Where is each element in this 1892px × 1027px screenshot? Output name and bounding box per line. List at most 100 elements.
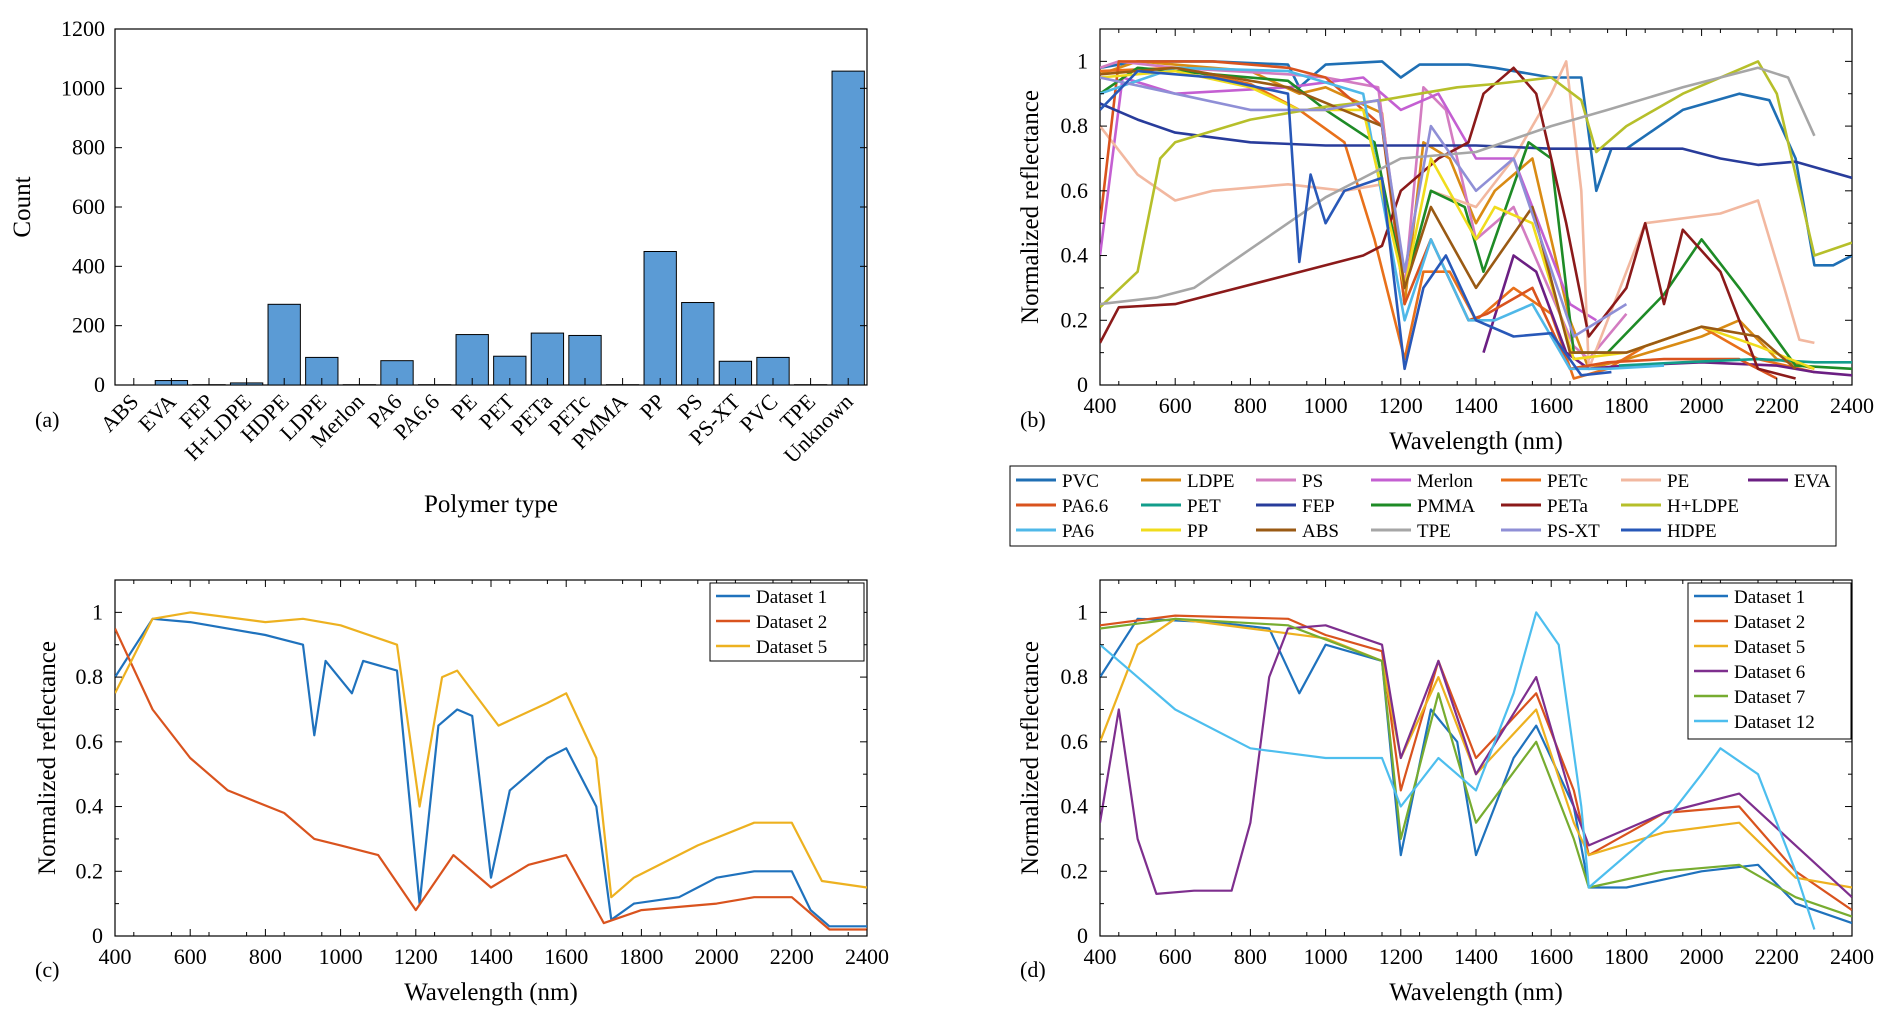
series-line-pet [1618,357,1852,367]
series-line-tpe [1100,66,1816,306]
legend-label: Dataset 6 [1734,662,1805,683]
x-tick-label: 600 [174,944,207,969]
series-line-ldpe [1100,60,1815,371]
x-tick-label: 1800 [619,944,663,969]
panel-c-line-chart: 0 0.2 0.4 0.6 0.8 1 400 600 800 1000 1200 1400 1600… [34,579,889,1006]
y-tick-label: 0.4 [76,794,104,819]
panel-a-xlabel: Polymer type [424,491,558,518]
panel-d-y-ticks: 0 0.2 0.4 0.6 0.8 1 [1061,579,1852,948]
x-tick-label: 2200 [770,944,814,969]
series-line-eva [1482,254,1852,377]
x-tick-label: 400 [1084,393,1117,418]
series-line-dataset-2 [1100,614,1852,912]
legend-label: LDPE [1187,471,1235,492]
y-tick-label: 0.2 [76,858,104,883]
x-tick-label: 2200 [1755,944,1799,969]
panel-b-x-ticks: 400 600 800 1000 1200 1400 1600 1800 2000 2200 240… [1084,29,1874,418]
panel-c-x-ticks: 400 600 800 1000 1200 1400 1600 1800 2000 2200 240… [99,580,889,969]
series-line-dataset-2 [115,628,867,931]
x-tick-label: 1000 [319,944,363,969]
x-tick-label: 1600 [1529,393,1573,418]
y-tick-label: 0.8 [1061,664,1089,689]
y-tick-label: 1 [92,599,103,624]
panel-d-x-ticks: 400 600 800 1000 1200 1400 1600 1800 2000 2200 240… [1084,580,1874,969]
x-tick-label: 2000 [1680,944,1724,969]
x-tick-label: 2400 [1830,393,1874,418]
y-tick-label: 0.8 [76,664,104,689]
panel-d-series-lines [1100,611,1852,930]
panel-a-bar-chart: 0 200 400 600 800 1000 1200 ABSEVAFEPH+LDPEHDP… [9,16,868,518]
legend-label: Dataset 2 [1734,612,1805,633]
legend-label: Dataset 7 [1734,687,1805,708]
series-line-h-ldpe [1100,60,1852,309]
x-tick-label: 1600 [1529,944,1573,969]
x-tick-label: 1400 [1454,944,1498,969]
x-tick-label: 2400 [1830,944,1874,969]
panel-d-ylabel: Normalized reflectance [1017,641,1044,875]
y-tick-label: 1 [1077,599,1088,624]
y-tick-label: 800 [72,135,105,160]
y-tick-label: 0.6 [1061,178,1089,203]
x-tick-label: EVA [133,389,181,437]
x-tick-label: 1200 [1379,393,1423,418]
bar-petc [568,334,602,386]
x-tick-label: PVC [735,389,783,437]
y-tick-label: 0 [1077,923,1088,948]
legend-label: PETc [1547,471,1588,492]
x-tick-label: 800 [249,944,282,969]
x-tick-label: 1800 [1604,393,1648,418]
legend-label: PS-XT [1547,521,1600,542]
legend-label: PA6.6 [1062,496,1108,517]
y-tick-label: 0.6 [76,729,104,754]
y-tick-label: 0 [1077,372,1088,397]
x-tick-label: 600 [1159,944,1192,969]
y-tick-label: 0.8 [1061,113,1089,138]
panel-d-legend: Dataset 1 Dataset 2 Dataset 5 Dataset 6 Data… [1694,587,1815,733]
panel-b-xlabel: Wavelength (nm) [1389,428,1563,455]
series-line-dataset-7 [1100,617,1852,918]
panel-b-series-lines [1100,60,1852,380]
legend-label: PVC [1062,471,1099,492]
x-tick-label: 1000 [1304,944,1348,969]
x-tick-label: 2200 [1755,393,1799,418]
legend-label: EVA [1794,471,1831,492]
panel-d-line-chart: 0 0.2 0.4 0.6 0.8 1 400 600 800 1000 1200 1400 1600… [1017,579,1874,1006]
series-line-dataset-6 [1100,624,1852,899]
y-tick-label: 1200 [61,16,105,41]
x-tick-label: 1400 [469,944,513,969]
legend-label: Dataset 1 [1734,587,1805,608]
y-tick-label: 600 [72,194,105,219]
panel-b-label: (b) [1020,407,1046,432]
legend-label: Dataset 1 [756,587,827,608]
panel-c-xlabel: Wavelength (nm) [404,979,578,1006]
legend-label: FEP [1302,496,1335,517]
y-tick-label: 0.6 [1061,729,1089,754]
panel-a-ylabel: Count [9,176,36,237]
legend-label: TPE [1417,521,1451,542]
x-tick-label: 800 [1234,944,1267,969]
bar-ps [681,302,715,386]
bar-unknown [831,70,865,386]
y-tick-label: 200 [72,313,105,338]
panel-d-legend-box [1687,582,1852,740]
legend-label: Merlon [1417,471,1473,492]
x-tick-label: 1600 [544,944,588,969]
series-line-dataset-5 [115,611,867,899]
series-line-peta [1100,66,1796,380]
series-line-dataset-1 [1100,617,1852,925]
series-line-fep [1100,102,1852,180]
legend-label: PETa [1547,496,1588,517]
panel-b-y-ticks: 0 0.2 0.4 0.6 0.8 1 [1061,28,1852,397]
legend-label: Dataset 5 [756,637,827,658]
panel-a-plot-frame [114,28,868,386]
x-tick-label: PP [635,389,670,424]
x-tick-label: 400 [1084,944,1117,969]
series-line-pmma [1100,66,1852,371]
panel-d-xlabel: Wavelength (nm) [1389,979,1563,1006]
x-tick-label: 400 [99,944,132,969]
panel-c-label: (c) [35,957,59,982]
y-tick-label: 0.2 [1061,307,1089,332]
legend-label: PMMA [1417,496,1475,517]
legend-label: PS [1302,471,1323,492]
